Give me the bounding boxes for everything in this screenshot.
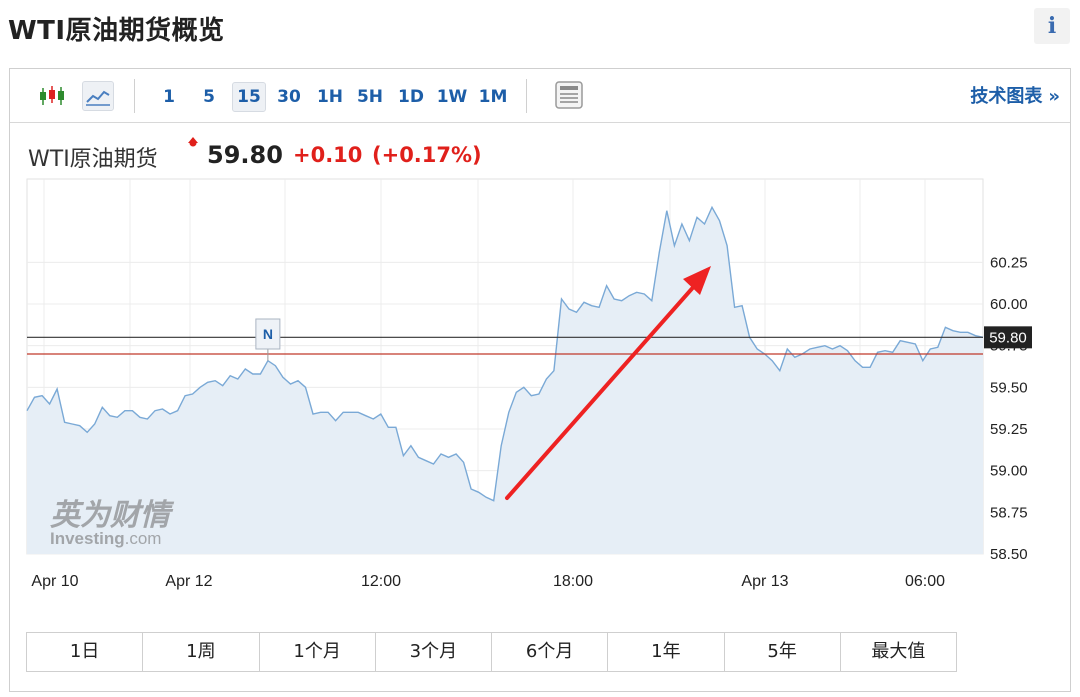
interval-5[interactable]: 5 bbox=[203, 87, 215, 107]
range-6m[interactable]: 6个月 bbox=[492, 633, 609, 671]
interval-30[interactable]: 30 bbox=[277, 87, 301, 107]
price-area bbox=[27, 207, 983, 555]
y-tick-label: 60.00 bbox=[990, 296, 1028, 313]
range-1m[interactable]: 1个月 bbox=[259, 633, 376, 671]
interval-1[interactable]: 1 bbox=[163, 87, 175, 107]
toolbar-separator bbox=[526, 79, 527, 113]
interval-1d[interactable]: 1D bbox=[398, 87, 424, 107]
price-chart[interactable]: 英为财情 Investing.com N 60.2560.0059.7559.5… bbox=[10, 69, 1070, 629]
marker-label: N bbox=[263, 326, 273, 342]
range-5y[interactable]: 5年 bbox=[724, 633, 841, 671]
y-tick-label: 58.50 bbox=[990, 546, 1028, 563]
interval-5h[interactable]: 5H bbox=[356, 87, 384, 107]
range-max[interactable]: 最大值 bbox=[840, 633, 956, 671]
x-tick-label: Apr 10 bbox=[31, 573, 78, 590]
x-tick-label: 18:00 bbox=[553, 573, 593, 590]
y-tick-label: 59.50 bbox=[990, 379, 1028, 396]
interval-1w[interactable]: 1W bbox=[436, 87, 468, 107]
x-tick-label: 12:00 bbox=[361, 573, 401, 590]
interval-1m[interactable]: 1M bbox=[478, 87, 508, 107]
line-chart-icon[interactable] bbox=[82, 81, 114, 111]
annotation-arrow-head bbox=[683, 266, 711, 295]
range-1y[interactable]: 1年 bbox=[608, 633, 725, 671]
price-line bbox=[26, 205, 984, 502]
last-price-tag: 59.80 bbox=[984, 326, 1032, 349]
x-tick-label: Apr 13 bbox=[741, 573, 788, 590]
interval-1h[interactable]: 1H bbox=[316, 87, 344, 107]
y-tick-label: 58.75 bbox=[990, 504, 1028, 521]
price-change-percent: (+0.17%) bbox=[372, 143, 482, 167]
info-icon[interactable]: i bbox=[1034, 8, 1070, 44]
instrument-name: WTI原油期货 bbox=[28, 147, 158, 172]
range-1w[interactable]: 1周 bbox=[143, 633, 260, 671]
page-title: WTI原油期货概览 bbox=[8, 16, 225, 46]
range-3m[interactable]: 3个月 bbox=[375, 633, 492, 671]
price-change: +0.10 bbox=[293, 143, 363, 167]
svg-text:59.80: 59.80 bbox=[989, 329, 1027, 346]
time-range-selector: 1日 1周 1个月 3个月 6个月 1年 5年 最大值 bbox=[26, 632, 957, 672]
toolbar-separator bbox=[134, 79, 135, 113]
annotation-arrow-shaft bbox=[505, 273, 706, 500]
last-price: 59.80 bbox=[207, 141, 283, 169]
up-arrow-icon bbox=[188, 137, 198, 147]
x-tick-label: 06:00 bbox=[905, 573, 945, 590]
watermark-en: Investing.com bbox=[50, 529, 161, 548]
news-marker: N bbox=[255, 318, 281, 361]
x-axis: Apr 10 Apr 12 12:00 18:00 Apr 13 06:00 bbox=[31, 573, 945, 590]
technical-chart-label: 技术图表 bbox=[970, 86, 1043, 107]
range-1d[interactable]: 1日 bbox=[27, 633, 144, 671]
y-tick-label: 60.25 bbox=[990, 254, 1028, 271]
y-tick-label: 59.00 bbox=[990, 463, 1028, 480]
candlestick-icon[interactable] bbox=[36, 81, 68, 111]
chart-toolbar: 1 5 15 30 1H 5H 1D 1W 1M 技术图表» bbox=[10, 69, 1070, 123]
y-tick-label: 59.25 bbox=[990, 421, 1028, 438]
interval-15[interactable]: 15 bbox=[232, 82, 266, 112]
double-chevron-right-icon: » bbox=[1048, 86, 1060, 107]
chart-panel: 1 5 15 30 1H 5H 1D 1W 1M 技术图表» WTI原油期货 5… bbox=[9, 68, 1071, 692]
marker-box bbox=[255, 318, 281, 350]
x-tick-label: Apr 12 bbox=[165, 573, 212, 590]
watermark-cn: 英为财情 bbox=[50, 498, 175, 533]
table-icon[interactable] bbox=[553, 79, 585, 109]
investing-watermark: 英为财情 Investing.com bbox=[50, 498, 175, 548]
technical-chart-link[interactable]: 技术图表» bbox=[970, 82, 1060, 112]
